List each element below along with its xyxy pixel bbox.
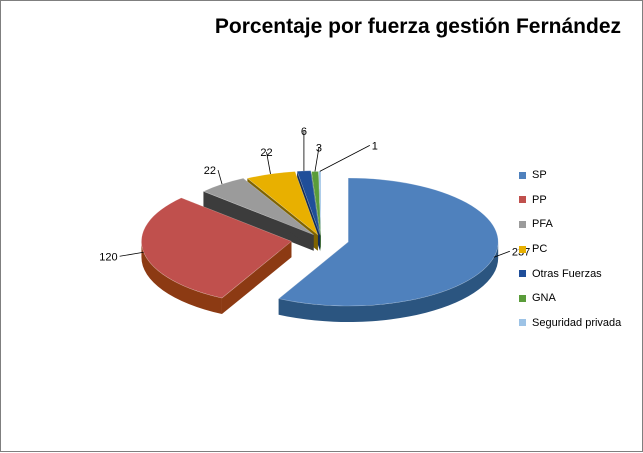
legend-label: Otras Fuerzas	[532, 267, 602, 280]
leader-line	[217, 169, 223, 185]
leader-line	[266, 151, 271, 175]
pie-slice-pfa	[202, 177, 314, 251]
data-label-seguridad-privada: 1	[372, 140, 378, 152]
leader-line	[319, 145, 370, 172]
legend-item: Otras Fuerzas	[519, 261, 621, 286]
legend-swatch	[519, 245, 526, 253]
data-label-pc: 22	[260, 147, 272, 159]
legend-item: SP	[519, 163, 621, 188]
legend-swatch	[519, 270, 526, 278]
legend-item: PP	[519, 188, 621, 213]
legend-item: PC	[519, 237, 621, 262]
legend-swatch	[519, 220, 526, 228]
legend-label: PP	[532, 193, 547, 206]
leader-line	[119, 251, 144, 257]
data-label-pfa: 22	[204, 165, 216, 177]
legend-label: PC	[532, 243, 548, 256]
legend-label: GNA	[532, 292, 556, 305]
pie-slice-sp	[278, 177, 499, 323]
legend-label: Seguridad privada	[532, 316, 622, 329]
legend-item: PFA	[519, 212, 621, 237]
chart-legend: SP PP PFA PC Otras Fuerzas GNA Seguridad priva…	[519, 163, 621, 335]
legend-swatch	[519, 294, 526, 302]
legend-label: SP	[532, 169, 547, 182]
legend-item: GNA	[519, 286, 621, 311]
pie-slice-pp	[141, 197, 293, 315]
legend-swatch	[519, 171, 526, 179]
legend-label: PFA	[532, 218, 553, 231]
chart-title: Porcentaje por fuerza gestión Fernández	[214, 15, 621, 38]
data-label-gna: 3	[316, 142, 322, 154]
legend-item: Seguridad privada	[519, 311, 621, 336]
leader-line	[493, 250, 511, 258]
legend-swatch	[519, 196, 526, 204]
data-label-otras-fuerzas: 6	[301, 126, 307, 138]
legend-swatch	[519, 319, 526, 327]
leader-line	[314, 147, 320, 172]
data-label-pp: 120	[99, 251, 117, 263]
